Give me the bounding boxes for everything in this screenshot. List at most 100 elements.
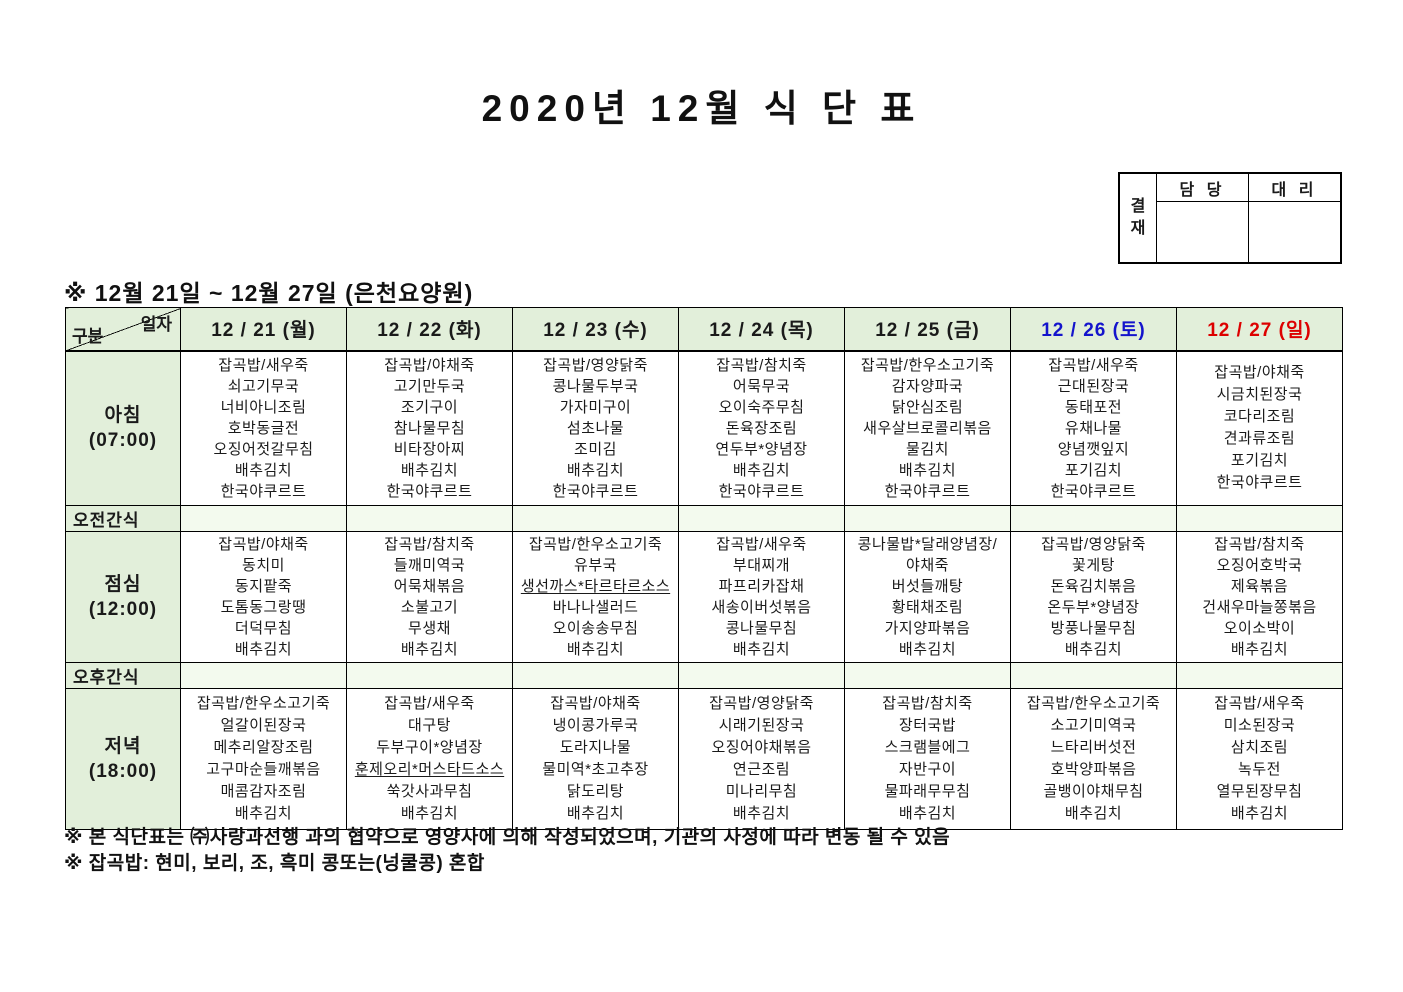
menu-item: 잡곡밥/야채죽 bbox=[384, 356, 475, 374]
approval-sign-cell-damdang bbox=[1156, 201, 1249, 264]
menu-item: 한국야쿠르트 bbox=[718, 482, 805, 500]
meal-time: (12:00) bbox=[88, 599, 158, 620]
menu-cell: 잡곡밥/영양닭죽 시래기된장국 오징어야채볶음 연근조림 미나리무침 배추김치 bbox=[678, 688, 845, 830]
menu-item: 양념깻잎지 bbox=[1057, 440, 1130, 458]
menu-item: 잡곡밥/한우소고기죽 bbox=[196, 695, 331, 712]
column-header-day: 12 / 26 (토) bbox=[1010, 307, 1177, 352]
menu-cell: 잡곡밥/야채죽 고기만두국 조기구이 참나물무침 비타장아찌 배추김치 한국야쿠르트 bbox=[346, 350, 513, 506]
menu-item: 배추김치 bbox=[400, 461, 459, 479]
menu-item: 무생채 bbox=[408, 620, 451, 637]
menu-item: 어묵채볶음 bbox=[393, 578, 466, 595]
menu-item: 배추김치 bbox=[1230, 641, 1289, 658]
menu-item: 유부국 bbox=[574, 557, 617, 574]
menu-item: 잡곡밥/참치죽 bbox=[384, 536, 475, 553]
page-title: 2020년 12월 식 단 표 bbox=[481, 88, 922, 129]
table-corner-cell: 일자 구분 bbox=[65, 307, 181, 352]
footnotes: ※ 본 식단표는 ㈜사랑과선행 과의 협약으로 영양사에 의해 작성되었으며, … bbox=[64, 825, 950, 877]
menu-item: 잡곡밥/한우소고기죽 bbox=[528, 536, 663, 553]
menu-item: 콩나물두부국 bbox=[552, 377, 639, 395]
menu-item: 배추김치 bbox=[566, 805, 625, 822]
snack-cell bbox=[1010, 662, 1177, 689]
menu-item: 오징어호박국 bbox=[1216, 557, 1303, 574]
meal-time: (07:00) bbox=[88, 430, 158, 452]
menu-item: 배추김치 bbox=[566, 641, 625, 658]
menu-item: 고구마순들깨볶음 bbox=[206, 761, 321, 778]
menu-item: 잡곡밥/새우죽 bbox=[384, 695, 475, 712]
snack-cell bbox=[1010, 505, 1177, 532]
snack-cell bbox=[346, 662, 513, 689]
menu-item: 잡곡밥/야채죽 bbox=[550, 695, 641, 712]
menu-item: 잡곡밥/참치죽 bbox=[882, 695, 973, 712]
menu-item: 돈육김치볶음 bbox=[1050, 578, 1137, 595]
menu-item: 미나리무침 bbox=[725, 783, 798, 800]
menu-table: 일자 구분 12 / 21 (월) 12 / 22 (화) 12 / 23 (수) 12 … bbox=[65, 307, 1343, 830]
menu-item: 두부구이*양념장 bbox=[376, 739, 483, 756]
menu-item: 더덕무침 bbox=[234, 620, 293, 637]
row-label-pm-snack: 오후간식 bbox=[65, 662, 181, 689]
meal-name: 점심 bbox=[104, 574, 142, 595]
menu-cell: 잡곡밥/야채죽 냉이콩가루국 도라지나물 물미역*초고추장 닭도리탕 배추김치 bbox=[512, 688, 679, 830]
menu-item: 소불고기 bbox=[400, 599, 459, 616]
menu-item: 동태포전 bbox=[1064, 398, 1123, 416]
menu-item: 잡곡밥/새우죽 bbox=[1214, 695, 1305, 712]
menu-cell: 잡곡밥/야채죽 동치미 동지팥죽 도톰동그랑땡 더덕무침 배추김치 bbox=[180, 531, 347, 663]
corner-label-category: 구분 bbox=[72, 326, 104, 346]
row-label-breakfast: 아침 (07:00) bbox=[65, 350, 181, 506]
menu-item: 호박동글전 bbox=[227, 419, 300, 437]
menu-item: 미소된장국 bbox=[1223, 717, 1296, 734]
menu-item: 배추김치 bbox=[566, 461, 625, 479]
menu-item: 골뱅이야채무침 bbox=[1043, 783, 1144, 800]
menu-item: 물미역*초고추장 bbox=[542, 761, 649, 778]
menu-item: 시래기된장국 bbox=[718, 717, 805, 734]
menu-item: 부대찌개 bbox=[732, 557, 791, 574]
menu-item: 메추리알장조림 bbox=[213, 739, 314, 756]
menu-item: 새우살브로콜리볶음 bbox=[863, 419, 992, 437]
menu-item: 배추김치 bbox=[898, 461, 957, 479]
menu-item: 배추김치 bbox=[234, 641, 293, 658]
meal-time: (18:00) bbox=[88, 761, 158, 782]
menu-cell: 잡곡밥/참치죽 어묵무국 오이숙주무침 돈육장조림 연두부*양념장 배추김치 한국야쿠르트 bbox=[678, 350, 845, 506]
menu-item: 냉이콩가루국 bbox=[552, 717, 639, 734]
menu-item: 섬초나물 bbox=[566, 419, 625, 437]
menu-item: 건새우마늘쫑볶음 bbox=[1202, 599, 1317, 616]
menu-item: 고기만두국 bbox=[393, 377, 466, 395]
menu-cell: 잡곡밥/새우죽 미소된장국 삼치조림 녹두전 열무된장무침 배추김치 bbox=[1176, 688, 1343, 830]
snack-cell bbox=[678, 505, 845, 532]
menu-item: 열무된장무침 bbox=[1216, 783, 1303, 800]
menu-cell: 잡곡밥/새우죽 쇠고기무국 너비아니조림 호박동글전 오징어젓갈무침 배추김치 한국야쿠르트 bbox=[180, 350, 347, 506]
menu-cell: 잡곡밥/새우죽 부대찌개 파프리카잡채 새송이버섯볶음 콩나물무침 배추김치 bbox=[678, 531, 845, 663]
menu-item: 잡곡밥/영양닭죽 bbox=[543, 356, 648, 374]
menu-cell: 잡곡밥/한우소고기죽 감자양파국 닭안심조림 새우살브로콜리볶음 물김치 배추김치 한국야쿠… bbox=[844, 350, 1011, 506]
menu-item: 잡곡밥/영양닭죽 bbox=[1041, 536, 1146, 553]
menu-item: 자반구이 bbox=[898, 761, 957, 778]
snack-cell bbox=[1176, 662, 1343, 689]
menu-item: 근대된장국 bbox=[1057, 377, 1130, 395]
menu-item: 닭안심조림 bbox=[891, 398, 964, 416]
menu-item: 한국야쿠르트 bbox=[1050, 482, 1137, 500]
menu-item: 장터국밥 bbox=[898, 717, 957, 734]
menu-item: 배추김치 bbox=[898, 641, 957, 658]
menu-item: 동지팥죽 bbox=[234, 578, 293, 595]
menu-item: 방풍나물무침 bbox=[1050, 620, 1137, 637]
approval-sign-cell-daeri bbox=[1248, 201, 1342, 264]
menu-item: 얼갈이된장국 bbox=[220, 717, 307, 734]
menu-item: 비타장아찌 bbox=[393, 440, 466, 458]
menu-item: 도톰동그랑땡 bbox=[220, 599, 307, 616]
snack-cell bbox=[512, 662, 679, 689]
menu-item: 너비아니조림 bbox=[220, 398, 307, 416]
menu-cell: 잡곡밥/영양닭죽 콩나물두부국 가자미구이 섬초나물 조미김 배추김치 한국야쿠르트 bbox=[512, 350, 679, 506]
menu-item: 잡곡밥/한우소고기죽 bbox=[1026, 695, 1161, 712]
footnote-line: ※ 본 식단표는 ㈜사랑과선행 과의 협약으로 영양사에 의해 작성되었으며, … bbox=[64, 827, 951, 848]
footnote-line: ※ 잡곡밥: 현미, 보리, 조, 흑미 콩또는(넝쿨콩) 혼합 bbox=[64, 853, 485, 874]
menu-item: 배추김치 bbox=[1064, 641, 1123, 658]
menu-item: 녹두전 bbox=[1238, 761, 1281, 778]
menu-item: 오이숙주무침 bbox=[718, 398, 805, 416]
menu-item: 새송이버섯볶음 bbox=[711, 599, 812, 616]
meal-name: 저녁 bbox=[104, 736, 142, 757]
menu-item: 닭도리탕 bbox=[566, 783, 625, 800]
column-header-day: 12 / 27 (일) bbox=[1176, 307, 1343, 352]
date-range-subtitle: ※ 12월 21일 ~ 12월 27일 (은천요양원) bbox=[64, 280, 474, 306]
approval-stamp-char: 결 bbox=[1130, 198, 1146, 215]
menu-item: 코다리조림 bbox=[1223, 408, 1296, 426]
